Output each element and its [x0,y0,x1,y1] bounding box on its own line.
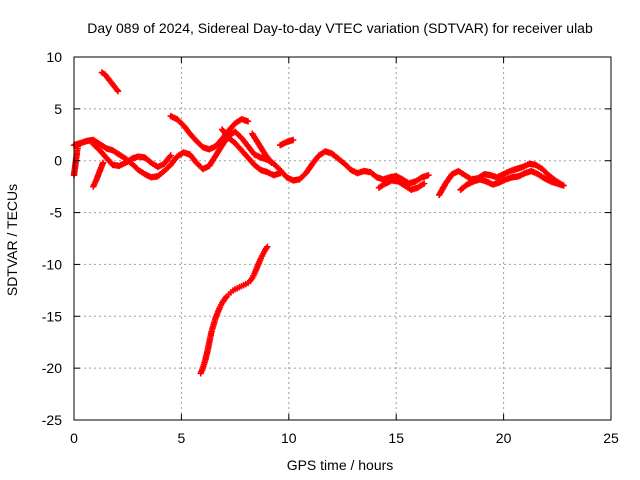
y-tick-label: -5 [50,205,63,221]
axis-ticks [73,56,612,421]
y-tick-label: 5 [54,101,62,117]
y-tick-label: -20 [42,360,62,376]
series-track-spike-9h [249,130,275,166]
x-tick-labels: 0 5 10 15 20 25 [70,430,619,446]
grid [74,57,611,420]
series-track-late-lower [457,167,567,193]
data-series [70,69,567,377]
y-axis-title: SDTVAR / TECUs [4,184,20,296]
chart-title: Day 089 of 2024, Sidereal Day-to-day VTE… [87,20,593,36]
x-tick-label: 20 [496,430,512,446]
series-markers [90,159,107,190]
y-tick-label: 0 [54,153,62,169]
plot-frame [73,56,612,421]
x-tick-label: 10 [281,430,297,446]
series-markers [219,126,284,179]
x-tick-label: 25 [603,430,619,446]
series-markers [98,69,122,95]
series-track-upper-loop [167,112,252,153]
series-markers [249,130,275,166]
series-track-10h [277,136,297,149]
series-markers [167,112,252,153]
y-tick-labels: 10 5 0 -5 -10 -15 -20 -25 [42,49,62,428]
y-tick-label: 10 [46,49,62,65]
x-tick-label: 0 [70,430,78,446]
x-axis-title: GPS time / hours [287,457,394,473]
series-track-dip-1h [90,159,107,190]
x-tick-label: 5 [178,430,186,446]
y-tick-label: -25 [42,412,62,428]
y-tick-label: -10 [42,256,62,272]
series-track-peak-1-5h [98,69,122,95]
x-tick-label: 15 [388,430,404,446]
series-markers [90,140,174,171]
series-markers [457,167,567,193]
series-track-mid-branch [90,140,174,171]
series-track-descent-6-9h [197,243,271,377]
series-markers [277,136,297,149]
y-tick-label: -15 [42,308,62,324]
series-track-ridge [219,126,284,179]
series-markers [375,177,428,193]
series-markers [197,243,271,377]
series-track-15h [375,177,428,193]
